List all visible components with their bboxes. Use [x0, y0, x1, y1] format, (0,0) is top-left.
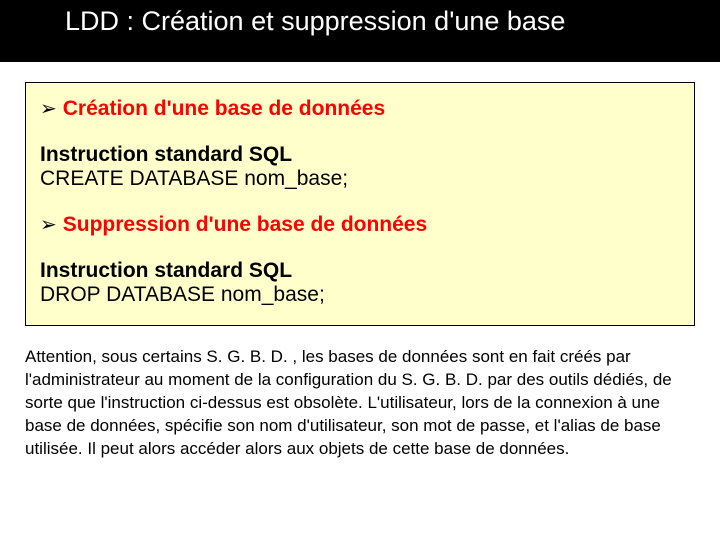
title-bar: LDD : Création et suppression d'une base: [0, 0, 720, 62]
section1-heading: Création d'une base de données: [63, 97, 385, 121]
section2-heading-line: ➢ Suppression d'une base de données: [40, 213, 680, 237]
section1-subheading: Instruction standard SQL: [40, 143, 680, 167]
section1-heading-line: ➢ Création d'une base de données: [40, 97, 680, 121]
content-box: ➢ Création d'une base de données Instruc…: [25, 82, 695, 326]
section1-code: CREATE DATABASE nom_base;: [40, 167, 680, 191]
warning-note: Attention, sous certains S. G. B. D. , l…: [25, 346, 695, 461]
page-title: LDD : Création et suppression d'une base: [65, 6, 565, 37]
section2-code: DROP DATABASE nom_base;: [40, 283, 680, 307]
arrow-icon: ➢: [40, 215, 57, 235]
arrow-icon: ➢: [40, 99, 57, 119]
section2-heading: Suppression d'une base de données: [63, 213, 427, 237]
section2-subheading: Instruction standard SQL: [40, 259, 680, 283]
